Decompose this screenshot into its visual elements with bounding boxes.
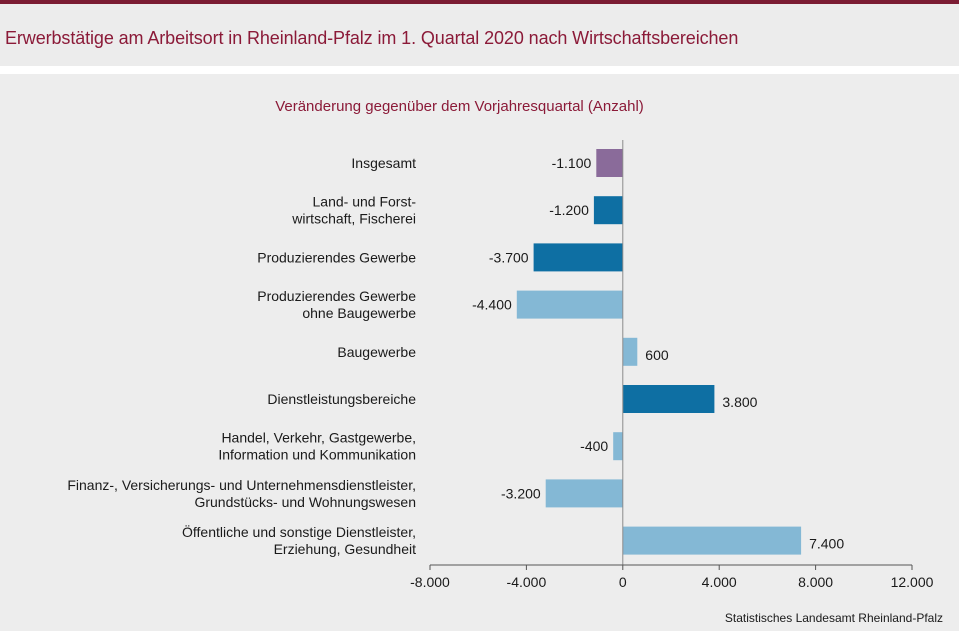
bar [516,290,623,319]
category-label-line: Baugewerbe [337,344,416,360]
category-label: Insgesamt [351,155,416,171]
data-label: -400 [580,438,608,454]
category-label: Baugewerbe [337,344,416,360]
data-label: -3.200 [501,485,541,501]
x-tick-label: 8.000 [798,574,833,590]
bar [613,432,623,461]
category-label-line: Information und Kommunikation [218,447,416,463]
bar [545,479,623,508]
x-tick-label: -4.000 [507,574,547,590]
source-note: Statistisches Landesamt Rheinland-Pfalz [724,611,943,625]
category-label-line: ohne Baugewerbe [302,305,416,321]
labels-layer: Insgesamt -1.100 Land- und Forst-wirtschaf… [67,155,844,557]
category-label: Öffentliche und sonstige Dienstleister, E… [182,523,416,557]
data-label: 3.800 [722,394,757,410]
x-axis: -8.000 -4.000 0 4.000 8.000 12.000 [410,140,934,590]
data-label: -3.700 [489,249,529,265]
data-label: -1.200 [549,202,589,218]
x-tick-label: 0 [619,574,627,590]
category-label-line: Produzierendes Gewerbe [257,249,416,265]
bar [533,243,623,272]
category-label-line: Dienstleistungsbereiche [267,391,416,407]
chart-subtitle: Veränderung gegenüber dem Vorjahresquart… [275,98,644,115]
bar [622,385,715,413]
category-label: Finanz-, Versicherungs- und Unternehmens… [67,477,416,510]
category-label-line: Insgesamt [351,155,416,171]
bar [593,196,623,225]
category-label-line: wirtschaft, Fischerei [291,211,416,227]
bar [596,149,623,177]
category-label-line: Handel, Verkehr, Gastgewerbe, [221,430,416,446]
top-border [0,0,959,4]
data-label: -1.100 [552,155,592,171]
data-label: -4.400 [472,297,512,313]
bar [622,337,638,366]
data-label: 7.400 [809,536,844,552]
category-label: Produzierendes Gewerbe [257,249,416,265]
x-tick-label: -8.000 [410,574,450,590]
chart-title: Erwerbstätige am Arbeitsort in Rheinland… [5,28,739,48]
category-label-line: Öffentliche und sonstige Dienstleister, [182,523,416,540]
category-label-line: Finanz-, Versicherungs- und Unternehmens… [67,477,416,493]
category-label-line: Land- und Forst- [313,194,417,210]
x-tick-label: 12.000 [891,574,934,590]
category-label: Land- und Forst-wirtschaft, Fischerei [291,194,416,227]
bar [622,526,802,555]
category-label: Produzierendes Gewerbe ohne Baugewerbe [257,288,416,321]
bars-layer [516,149,802,555]
x-tick-label: 4.000 [702,574,737,590]
data-label: 600 [645,347,669,363]
category-label: Handel, Verkehr, Gastgewerbe, Information… [218,430,416,463]
title-divider [0,66,959,74]
category-label-line: Grundstücks- und Wohnungswesen [194,494,416,510]
category-label-line: Produzierendes Gewerbe [257,288,416,304]
title-bar: Erwerbstätige am Arbeitsort in Rheinland… [0,4,959,66]
category-label-line: Erziehung, Gesundheit [274,541,417,557]
category-label: Dienstleistungsbereiche [267,391,416,407]
